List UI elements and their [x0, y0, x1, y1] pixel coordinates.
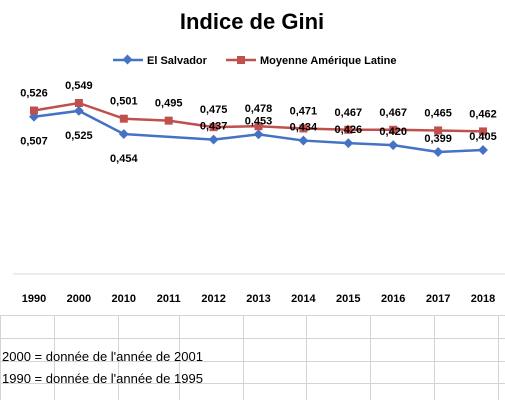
- point-moyenne-am-rique-latine-2016: [389, 125, 398, 134]
- data-label-moyenne-2010: 0,501: [110, 96, 138, 108]
- point-el-salvador-2017: [433, 147, 444, 157]
- point-moyenne-am-rique-latine-1990: [30, 106, 38, 115]
- point-el-salvador-2010: [118, 129, 129, 139]
- data-label-moyenne-2012: 0,475: [200, 104, 228, 116]
- x-tick-label-2010: 2010: [112, 293, 136, 305]
- data-label-moyenne-2015: 0,467: [335, 107, 363, 119]
- plot-area: 1990 2000 2010 2011 2012 2013 2014 2015 2016 2017…: [20, 80, 497, 305]
- x-tick-label-2018: 2018: [471, 293, 495, 305]
- point-moyenne-am-rique-latine-2012: [209, 123, 218, 132]
- data-label-moyenne-2013: 0,478: [245, 103, 273, 115]
- data-label-moyenne-2000: 0,549: [65, 80, 93, 92]
- series-moyenne-am-rique-latine: [30, 99, 487, 136]
- x-tick-label-2000: 2000: [67, 293, 91, 305]
- data-label-el-salvador-2000: 0,525: [65, 130, 93, 142]
- gini-chart: Indice de Gini El Salvador Moyenne Améri…: [13, 9, 505, 305]
- legend-marker-el-salvador: [122, 54, 133, 65]
- point-moyenne-am-rique-latine-2010: [119, 114, 128, 123]
- point-moyenne-am-rique-latine-2014: [299, 124, 308, 133]
- point-moyenne-am-rique-latine-2000: [74, 99, 83, 107]
- data-label-el-salvador-2016: 0,420: [379, 126, 407, 138]
- point-moyenne-am-rique-latine-2017: [434, 126, 443, 135]
- data-label-el-salvador-2013: 0,453: [245, 115, 273, 127]
- data-label-moyenne-2016: 0,467: [379, 107, 407, 119]
- point-el-salvador-2014: [298, 135, 309, 146]
- x-tick-label-2015: 2015: [336, 293, 360, 305]
- data-label-el-salvador-2015: 0,426: [335, 124, 363, 136]
- data-label-moyenne-1990: 0,526: [20, 88, 48, 100]
- x-tick-label-2017: 2017: [426, 293, 450, 305]
- series-line-el-salvador: [33, 109, 484, 154]
- data-label-el-salvador-2018: 0,405: [469, 131, 497, 143]
- legend-label-moyenne: Moyenne Amérique Latine: [260, 55, 397, 67]
- legend-label-el-salvador: El Salvador: [147, 55, 208, 67]
- data-label-el-salvador-2014: 0,434: [290, 122, 318, 134]
- x-tick-label-1990: 1990: [22, 293, 46, 305]
- x-tick-label-2014: 2014: [291, 293, 316, 305]
- point-el-salvador-2000: [73, 105, 84, 116]
- x-tick-label-2016: 2016: [381, 293, 405, 305]
- point-moyenne-am-rique-latine-2018: [479, 127, 487, 136]
- note-2000: 2000 = donnée de l'année de 2001: [2, 349, 203, 364]
- legend-item-moyenne-amerique-latine: Moyenne Amérique Latine: [226, 55, 397, 67]
- chart-legend: El Salvador Moyenne Amérique Latine: [113, 54, 397, 67]
- data-label-moyenne-2017: 0,465: [424, 107, 452, 119]
- point-moyenne-am-rique-latine-2015: [344, 125, 353, 134]
- data-label-el-salvador-1990: 0,507: [20, 136, 48, 148]
- data-label-el-salvador-2012: 0,437: [200, 121, 228, 133]
- data-label-moyenne-2011: 0,495: [155, 98, 183, 110]
- legend-item-el-salvador: El Salvador: [113, 54, 208, 67]
- data-label-el-salvador-2010: 0,454: [110, 153, 138, 165]
- data-label-el-salvador-2017: 0,399: [424, 133, 452, 145]
- x-tick-label-2013: 2013: [246, 293, 270, 305]
- data-label-moyenne-2014: 0,471: [290, 105, 318, 117]
- x-tick-label-2012: 2012: [201, 293, 225, 305]
- chart-title: Indice de Gini: [180, 9, 324, 34]
- point-el-salvador-2018: [478, 145, 488, 155]
- note-1990: 1990 = donnée de l'année de 1995: [2, 371, 203, 386]
- point-el-salvador-2012: [208, 134, 219, 145]
- data-label-moyenne-2018: 0,462: [469, 108, 497, 120]
- point-el-salvador-2013: [253, 129, 264, 140]
- point-moyenne-am-rique-latine-2013: [254, 122, 263, 131]
- point-moyenne-am-rique-latine-2011: [164, 116, 173, 125]
- point-el-salvador-2016: [388, 140, 399, 151]
- x-tick-label-2011: 2011: [157, 293, 181, 305]
- point-el-salvador-2015: [343, 138, 354, 149]
- legend-marker-moyenne: [237, 56, 245, 64]
